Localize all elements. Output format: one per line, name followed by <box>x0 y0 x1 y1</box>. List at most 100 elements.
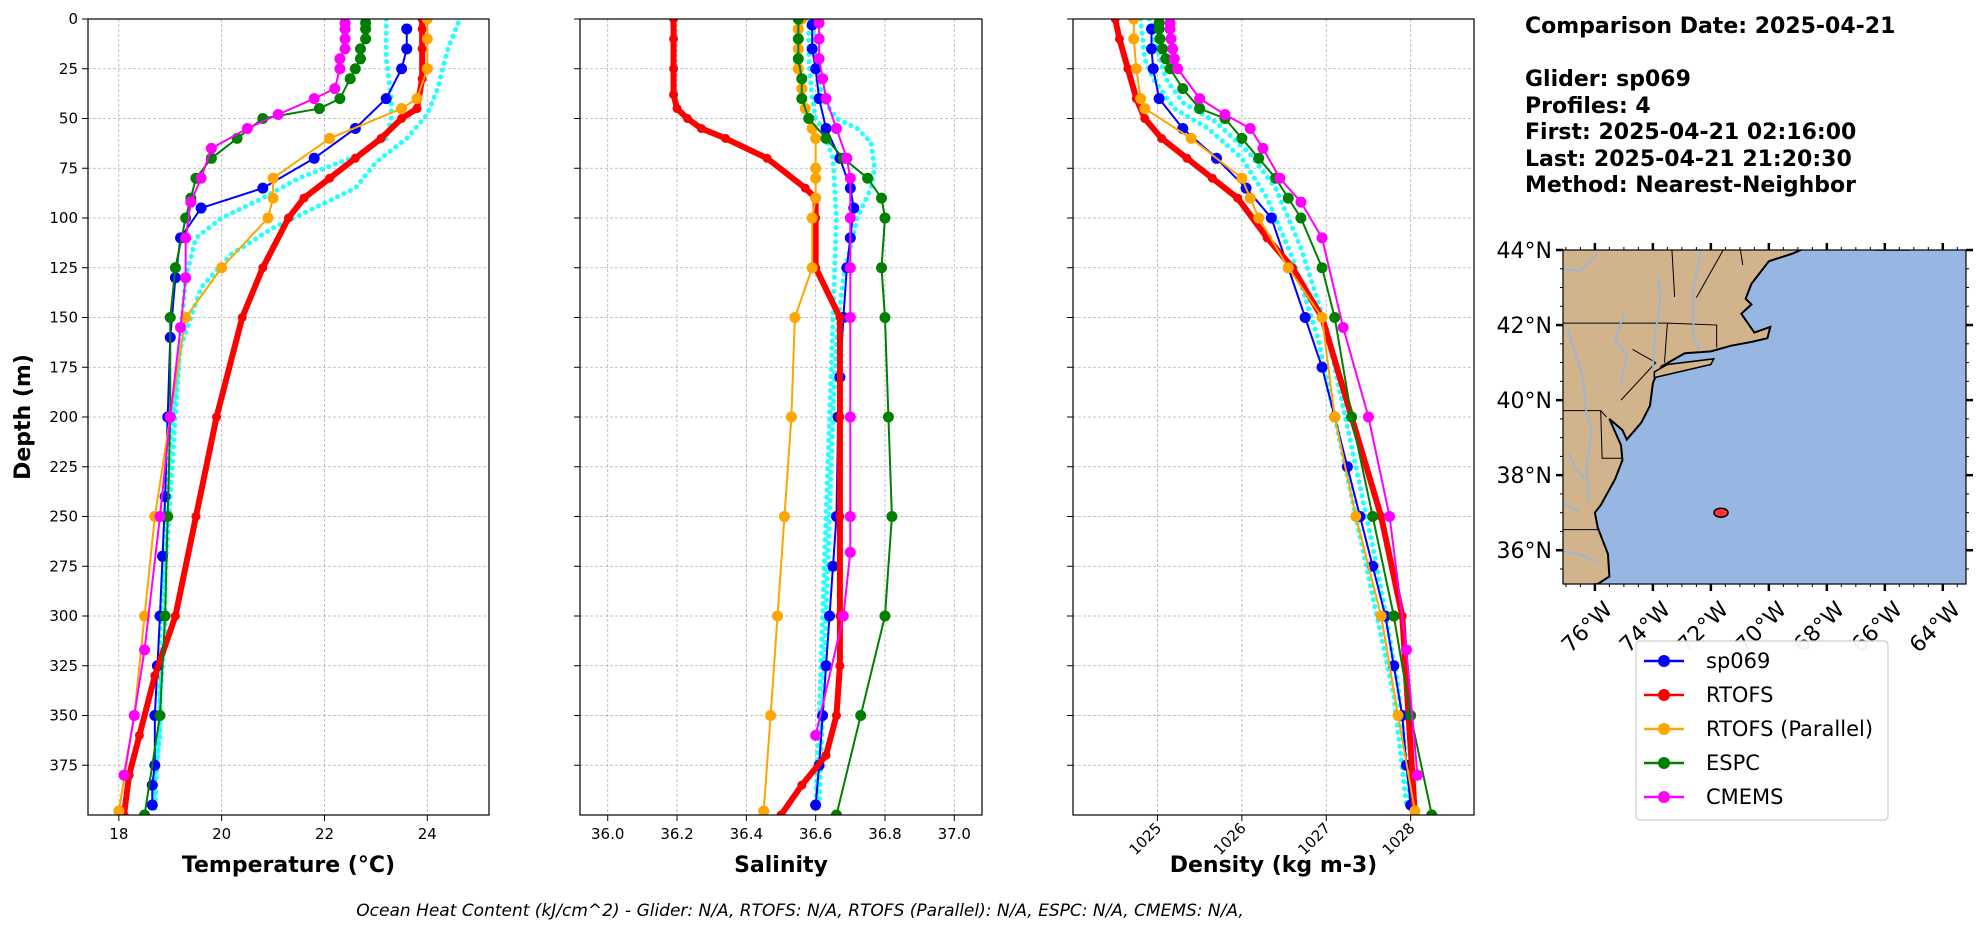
data-point-espc <box>1426 809 1438 815</box>
data-point-cmems <box>841 152 853 164</box>
data-point-espc <box>1236 132 1248 144</box>
data-point-rtofs <box>299 193 309 203</box>
data-point-cmems <box>139 644 151 656</box>
plot-area <box>1110 19 1438 815</box>
data-point-espc <box>1164 63 1176 75</box>
x-tick-label: 24 <box>418 825 437 843</box>
series-rtofs <box>669 19 845 815</box>
data-point-espc <box>1194 103 1206 115</box>
data-point-cmems <box>1362 411 1374 423</box>
y-tick-label: 375 <box>49 756 78 774</box>
data-point-rtofs-parallel <box>1350 511 1362 522</box>
data-point-espc <box>349 63 361 75</box>
data-point-espc <box>1153 23 1165 35</box>
x-tick-label: 37.0 <box>938 825 971 843</box>
data-point-espc <box>1154 33 1166 45</box>
data-point-cmems <box>1337 321 1349 333</box>
x-tick-label: 36.6 <box>799 825 832 843</box>
map-body <box>1563 250 1966 584</box>
data-point-espc <box>879 312 891 323</box>
data-point-sp069 <box>820 122 832 134</box>
data-point-rtofs-parallel <box>1130 63 1142 75</box>
data-point-sp069 <box>396 63 408 75</box>
legend: sp069 RTOFS RTOFS (Parallel) ESPC CMEMS <box>1635 640 1889 821</box>
y-tick-label: 25 <box>59 60 78 78</box>
state-border <box>1667 322 1718 348</box>
data-point-rtofs <box>821 750 831 760</box>
data-point-sp069 <box>1265 212 1277 224</box>
data-point-cmems <box>1274 172 1286 184</box>
data-point-cmems <box>844 262 856 274</box>
data-point-rtofs-parallel <box>1409 805 1421 815</box>
data-point-rtofs <box>831 711 841 720</box>
data-point-espc <box>159 610 171 622</box>
data-point-rtofs <box>237 313 247 322</box>
data-point-cmems <box>118 769 130 781</box>
data-point-rtofs-parallel <box>1135 93 1147 105</box>
y-tick-label: 50 <box>59 110 78 128</box>
series-cmems <box>118 19 351 781</box>
map-lat-label: 44°N <box>1497 239 1552 264</box>
data-point-rtofs-parallel <box>1392 710 1404 721</box>
data-point-espc <box>1405 710 1417 721</box>
data-point-espc <box>876 192 887 204</box>
y-axis-label: Depth (m) <box>11 354 36 480</box>
data-point-cmems <box>164 411 176 423</box>
data-point-rtofs <box>835 412 845 422</box>
data-point-cmems <box>1172 63 1184 75</box>
data-point-cmems <box>180 272 192 284</box>
data-point-rtofs-parallel <box>216 262 228 274</box>
data-point-rtofs <box>1110 19 1120 24</box>
legend-marker <box>1658 655 1670 667</box>
data-point-espc <box>1177 83 1189 95</box>
legend-marker <box>1658 757 1670 769</box>
data-point-cmems <box>1219 109 1231 121</box>
land-mass <box>1563 250 1804 584</box>
data-point-espc <box>1329 312 1341 323</box>
data-point-cmems <box>810 729 822 741</box>
y-tick-label: 250 <box>49 508 78 526</box>
data-point-espc <box>169 262 181 274</box>
nova-scotia-tip <box>1874 250 1911 251</box>
state-border <box>1671 250 1676 297</box>
data-point-espc <box>1253 152 1265 164</box>
series-line-cmems <box>814 22 852 736</box>
state-border <box>1563 322 1668 363</box>
data-point-cmems <box>334 63 346 75</box>
data-point-sp069 <box>1146 23 1158 35</box>
data-point-rtofs-parallel <box>772 610 784 622</box>
data-point-rtofs-parallel <box>810 132 822 144</box>
data-point-espc <box>1295 212 1307 224</box>
map-lon-label: 76°W <box>1557 597 1618 658</box>
y-tick-label: 150 <box>49 309 78 327</box>
data-point-cmems <box>339 43 351 55</box>
long-island <box>1653 357 1716 379</box>
data-point-rtofs <box>376 133 386 143</box>
data-point-sp069 <box>257 182 269 194</box>
series-rtofs-parallel <box>1128 19 1421 815</box>
info-spacer <box>1525 41 1895 68</box>
series-line-cmems <box>1169 22 1419 776</box>
data-point-cmems <box>329 83 341 95</box>
data-point-espc <box>1316 262 1328 274</box>
data-point-espc <box>796 73 808 85</box>
data-point-rtofs-parallel <box>789 312 801 323</box>
data-point-espc <box>803 113 815 124</box>
data-point-sp069 <box>1153 93 1165 105</box>
y-tick-label: 100 <box>49 209 78 227</box>
state-border <box>1600 410 1623 459</box>
data-point-sp069 <box>1299 312 1311 323</box>
data-point-rtofs-parallel <box>1316 312 1328 323</box>
data-point-rtofs <box>1182 153 1192 163</box>
x-tick-label: 22 <box>315 825 334 843</box>
data-point-rtofs <box>1157 133 1167 143</box>
data-point-cmems <box>844 546 856 558</box>
data-point-cmems <box>1244 122 1256 134</box>
data-point-espc <box>313 103 325 115</box>
data-point-rtofs-parallel <box>267 172 279 184</box>
data-point-cmems <box>339 33 351 45</box>
data-point-rtofs-parallel <box>765 710 777 721</box>
data-point-rtofs-parallel <box>1253 212 1265 224</box>
map-lat-label: 36°N <box>1497 539 1552 564</box>
data-point-cmems <box>813 19 825 29</box>
